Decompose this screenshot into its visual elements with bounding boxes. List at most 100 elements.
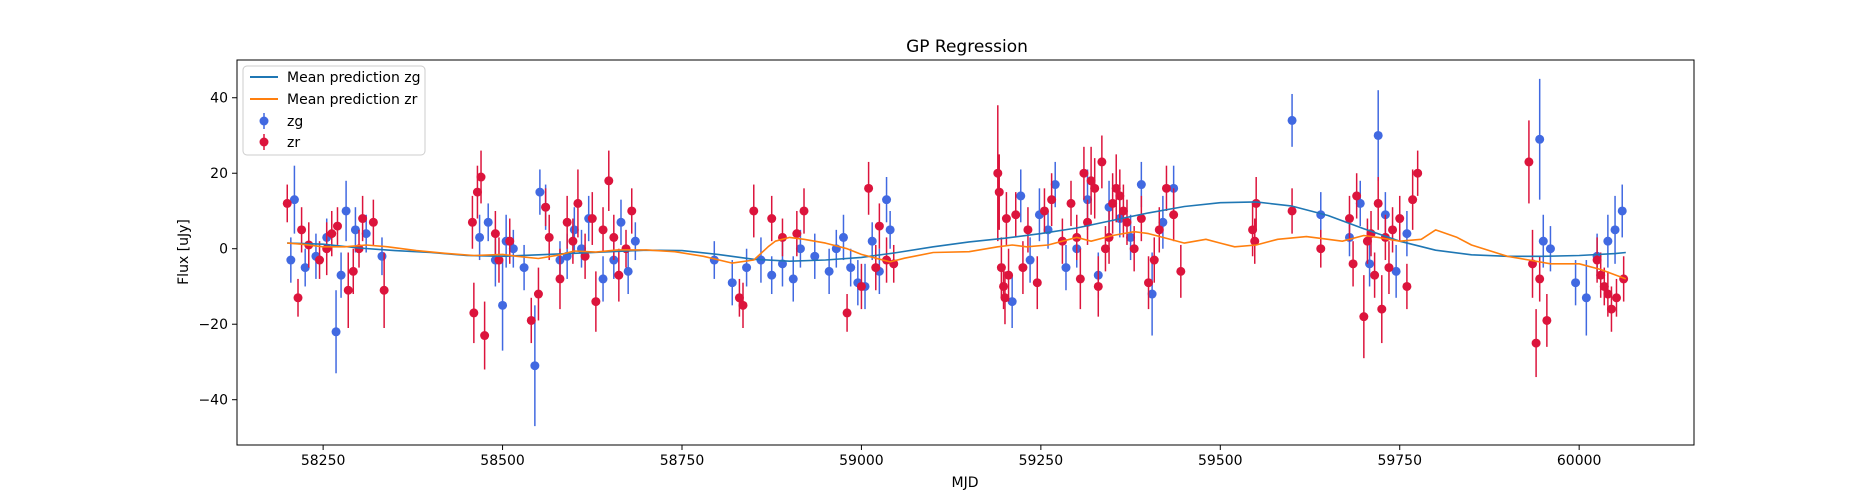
zr-data-point (1388, 207, 1398, 253)
y-axis-ticks: −40 −20 0 20 40 (198, 91, 237, 409)
x-tick-label: 59750 (1377, 453, 1422, 469)
zr-data-point (1599, 267, 1609, 306)
zg-data-point (1617, 184, 1627, 238)
zr-data-point (1176, 244, 1186, 298)
zg-data-point (846, 248, 856, 287)
zg-data-point (1402, 210, 1412, 257)
zr-data-point (609, 214, 619, 261)
zr-data-point (1606, 286, 1616, 332)
y-tick-label: −20 (198, 317, 228, 333)
zr-data-point (533, 267, 543, 321)
zr-data-point (1348, 241, 1358, 287)
zg-data-point (289, 165, 299, 234)
zr-data-point (1384, 241, 1394, 295)
zr-data-point (480, 301, 490, 370)
zr-data-point (1362, 218, 1372, 264)
zr-data-point (544, 214, 554, 261)
x-tick-label: 59000 (839, 453, 884, 469)
zg-data-point (483, 203, 493, 242)
zr-data-point (1287, 188, 1297, 234)
zr-data-point (469, 282, 479, 344)
zr-data-point (1161, 165, 1171, 211)
legend-box (242, 65, 426, 156)
zr-data-point (738, 282, 748, 328)
zg-data-point (882, 177, 892, 223)
zr-data-point (1129, 226, 1139, 272)
zr-data-point (1090, 158, 1100, 219)
zr-data-point (1111, 154, 1121, 223)
zg-data-point (598, 256, 608, 302)
zg-data-point (300, 248, 310, 287)
y-tick-label: 20 (210, 166, 228, 182)
zg-data-point (727, 260, 737, 306)
zg-data-point (1571, 260, 1581, 306)
zr-data-point (587, 192, 597, 245)
zg-data-point (1391, 244, 1401, 298)
zr-data-point (734, 278, 744, 317)
zr-data-point (1023, 207, 1033, 253)
zr-data-point (871, 244, 881, 291)
zg-data-point (1610, 195, 1620, 264)
zg-data-point (616, 199, 626, 245)
zg-data-point (630, 222, 640, 261)
zr-data-point (327, 210, 337, 257)
zr-data-point (1108, 173, 1118, 234)
zr-data-point (842, 294, 852, 332)
zg-data-point (535, 169, 545, 215)
zg-data-point (1061, 244, 1071, 291)
zr-data-point (1086, 146, 1096, 215)
zr-data-point (1352, 173, 1362, 219)
zg-data-point (331, 290, 341, 374)
legend-swatch-zg-points (259, 113, 269, 129)
zr-data-point (767, 195, 777, 242)
zg-data-point (286, 237, 296, 283)
zr-data-point (1413, 150, 1423, 196)
zr-data-point (1370, 252, 1380, 298)
zg-data-point (767, 256, 777, 295)
zg-data-point (1581, 260, 1591, 336)
zg-data-point (788, 256, 798, 302)
zr-data-point (1004, 248, 1014, 302)
zg-data-point (519, 244, 529, 291)
x-axis-label: MJD (952, 475, 979, 491)
zr-data-point (614, 248, 624, 302)
zr-data-point (1316, 229, 1326, 268)
zg-data-point (867, 222, 877, 261)
zg-data-point (1535, 78, 1545, 200)
zr-data-point (282, 184, 292, 223)
zr-data-point (994, 154, 1004, 230)
zg-data-point (824, 248, 834, 295)
x-tick-label: 59250 (1019, 453, 1064, 469)
zr-data-point (555, 248, 565, 310)
zr-data-point (1535, 256, 1545, 302)
zr-data-point (1100, 226, 1110, 272)
legend: Mean prediction zg Mean prediction zr zg… (242, 65, 426, 156)
zr-data-point (1402, 263, 1412, 310)
zg-data-point (885, 210, 895, 249)
chart-title: GP Regression (906, 37, 1028, 57)
zg-data-point (1603, 214, 1613, 268)
zr-data-point (591, 271, 601, 332)
zr-data-point (1542, 294, 1552, 347)
gp-mean-lines (287, 201, 1627, 280)
zg-data-point (530, 305, 540, 427)
zr-data-point (1154, 207, 1164, 253)
zg-data-point (341, 180, 351, 242)
zr-data-point (792, 210, 802, 257)
zr-data-point (541, 188, 551, 227)
zr-series (282, 105, 1629, 378)
zr-data-point (1149, 237, 1159, 283)
zr-data-point (864, 161, 874, 215)
zr-data-point (494, 237, 504, 283)
y-tick-label: 0 (219, 242, 228, 258)
zg-data-point (838, 214, 848, 261)
x-tick-label: 59500 (1198, 453, 1243, 469)
zr-data-point (315, 241, 325, 279)
x-axis-ticks: 58250 58500 58750 59000 59250 59500 59750 60000 (301, 445, 1601, 469)
zr-data-point (993, 105, 1003, 242)
legend-label-zg-line: Mean prediction zg (287, 70, 421, 86)
zg-data-point (1007, 275, 1017, 328)
zr-data-point (1000, 271, 1010, 325)
zr-data-point (1047, 173, 1057, 227)
y-tick-label: 40 (210, 91, 228, 107)
